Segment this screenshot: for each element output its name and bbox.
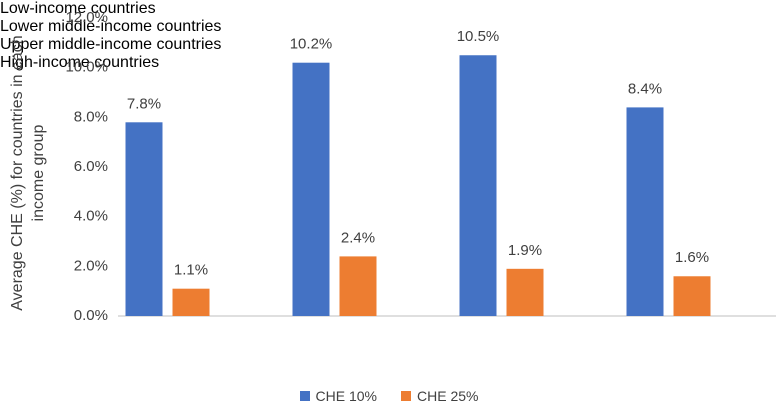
legend-item: CHE 25% bbox=[401, 388, 478, 404]
y-tick-label: 12.0% bbox=[65, 9, 108, 26]
x-tick-label: Low-income countries bbox=[0, 0, 156, 17]
legend: CHE 10% CHE 25% bbox=[0, 388, 778, 404]
data-label: 10.5% bbox=[457, 28, 500, 45]
y-tick-label: 4.0% bbox=[74, 208, 108, 225]
y-tick-label: 8.0% bbox=[74, 108, 108, 125]
y-tick-label: 0.0% bbox=[74, 307, 108, 324]
data-label: 2.4% bbox=[341, 229, 375, 246]
bar bbox=[339, 256, 377, 316]
x-tick-label: Upper middle-income countries bbox=[0, 36, 222, 53]
legend-label: CHE 10% bbox=[315, 388, 377, 404]
data-label: 7.8% bbox=[127, 95, 161, 112]
data-label: 10.2% bbox=[290, 36, 333, 53]
bar bbox=[626, 107, 664, 317]
y-tick-label: 2.0% bbox=[74, 257, 108, 274]
data-label: 1.9% bbox=[508, 242, 542, 259]
bar bbox=[172, 288, 210, 316]
y-tick-label: 6.0% bbox=[74, 158, 108, 175]
bar bbox=[125, 122, 163, 316]
y-axis-label: Average CHE (%) for countries in each in… bbox=[9, 35, 47, 311]
legend-swatch bbox=[299, 391, 310, 401]
data-label: 1.1% bbox=[174, 262, 208, 279]
bar bbox=[673, 276, 711, 316]
bar bbox=[459, 55, 497, 316]
bar bbox=[506, 268, 544, 316]
y-tick-label: 10.0% bbox=[65, 59, 108, 76]
data-label: 8.4% bbox=[628, 80, 662, 97]
legend-label: CHE 25% bbox=[417, 388, 479, 404]
x-tick-label: High-income countries bbox=[0, 54, 160, 71]
x-tick-label: Lower middle-income countries bbox=[0, 18, 222, 35]
bar bbox=[292, 62, 330, 317]
data-label: 1.6% bbox=[675, 249, 709, 266]
legend-item: CHE 10% bbox=[299, 388, 377, 404]
legend-swatch bbox=[401, 391, 411, 401]
